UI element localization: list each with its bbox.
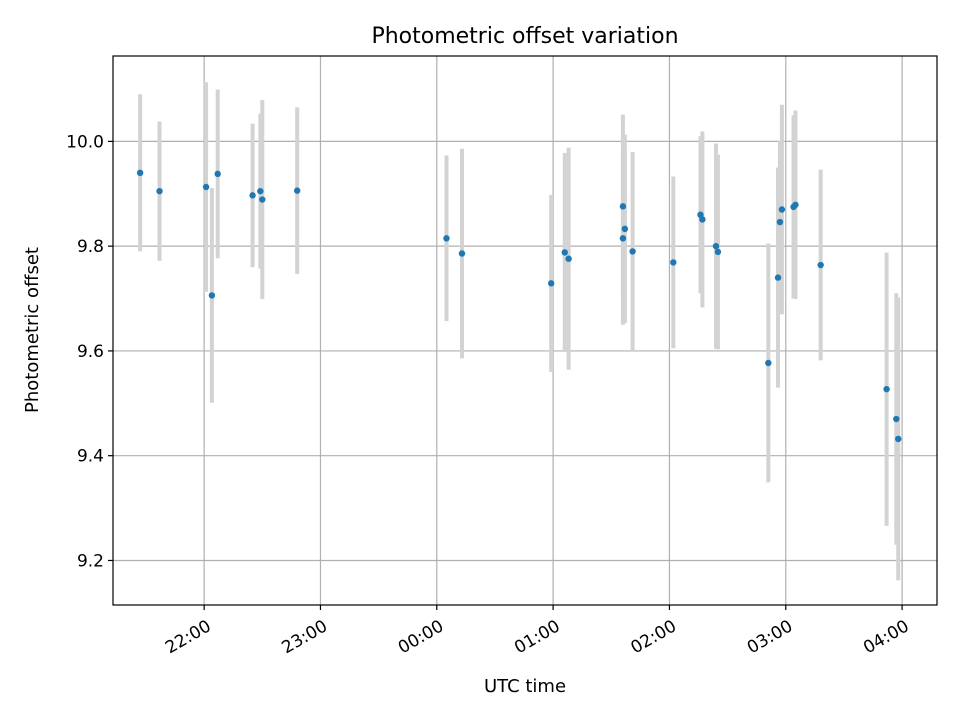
data-point: [619, 235, 627, 242]
axis-ticks: 22:00 23:00 00:00 01:00 02:00 03:00 04:00 9.2 9.…: [66, 132, 912, 658]
x-tick-label: 02:00: [628, 616, 680, 658]
data-point: [712, 242, 720, 250]
error-bars: [138, 82, 901, 581]
data-point: [259, 196, 266, 203]
data-point: [714, 248, 722, 256]
data-point: [458, 250, 466, 257]
x-tick-label: 00:00: [395, 616, 447, 658]
y-tick-label: 9.4: [77, 447, 104, 467]
x-tick-label: 23:00: [279, 616, 331, 658]
y-tick-label: 9.8: [77, 237, 104, 257]
x-tick-label: 22:00: [162, 616, 214, 658]
data-point: [208, 292, 216, 299]
data-point: [249, 192, 256, 199]
data-point: [136, 169, 144, 177]
data-point: [443, 235, 450, 242]
plot-frame: [112, 55, 938, 606]
y-tick-label: 9.2: [77, 551, 104, 571]
data-point: [561, 249, 568, 256]
data-point: [547, 280, 555, 287]
y-tick-label: 9.6: [77, 342, 104, 362]
data-point: [629, 248, 636, 255]
data-point: [883, 385, 890, 393]
data-point: [670, 259, 677, 266]
data-point: [893, 415, 900, 423]
data-point: [817, 261, 824, 269]
x-tick-label: 04:00: [860, 616, 912, 658]
data-point: [202, 183, 210, 191]
data-point: [565, 255, 572, 262]
data-point: [774, 274, 782, 281]
data-point: [765, 359, 772, 367]
grid-lines: [113, 56, 937, 605]
data-point: [257, 187, 264, 195]
data-point: [895, 435, 902, 443]
y-tick-label: 10.0: [66, 132, 104, 152]
data-point: [293, 187, 301, 194]
data-point: [214, 170, 221, 178]
data-point: [792, 201, 799, 208]
data-point: [621, 225, 629, 233]
chart-title: Photometric offset variation: [371, 24, 678, 49]
y-axis-label: Photometric offset: [22, 247, 43, 413]
data-point: [699, 216, 706, 223]
x-tick-label: 01:00: [511, 616, 563, 658]
x-tick-label: 03:00: [744, 616, 796, 658]
x-axis-label: UTC time: [484, 676, 566, 697]
data-point: [156, 187, 163, 195]
data-point: [619, 203, 627, 210]
data-point: [778, 206, 786, 213]
data-point: [776, 218, 784, 226]
data-points: [136, 169, 902, 443]
